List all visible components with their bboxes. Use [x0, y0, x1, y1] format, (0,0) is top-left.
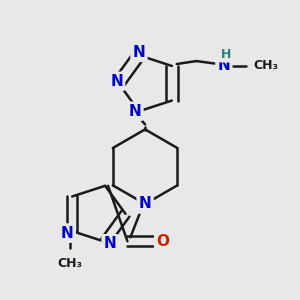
Text: N: N	[218, 58, 230, 74]
Text: N: N	[129, 104, 141, 119]
Text: O: O	[156, 234, 169, 249]
Text: H: H	[221, 48, 231, 61]
Text: N: N	[61, 226, 74, 241]
Text: N: N	[139, 196, 152, 211]
Text: N: N	[103, 236, 116, 251]
Text: CH₃: CH₃	[253, 59, 278, 73]
Text: CH₃: CH₃	[58, 256, 83, 270]
Text: N: N	[133, 45, 145, 60]
Text: N: N	[110, 74, 123, 89]
